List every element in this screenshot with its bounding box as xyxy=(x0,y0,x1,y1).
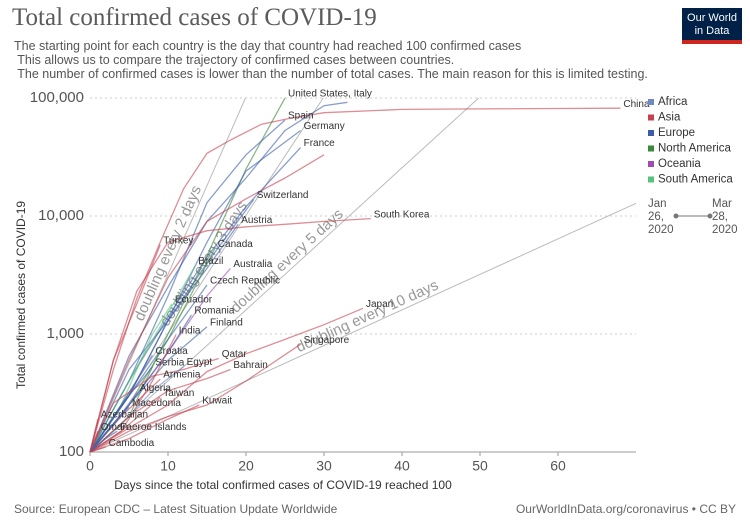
legend-swatch xyxy=(648,99,654,105)
doubling-line xyxy=(89,202,637,453)
country-line xyxy=(89,396,161,453)
source: Source: European CDC – Latest Situation … xyxy=(14,502,338,516)
y-tick-label: 100,000 xyxy=(30,89,84,106)
country-line xyxy=(89,244,161,453)
country-line xyxy=(89,430,99,453)
country-label: Austria xyxy=(241,215,273,226)
country-label: United States, Italy xyxy=(288,89,372,100)
x-tick-label: 40 xyxy=(394,458,410,474)
chart-title: Total confirmed cases of COVID-19 xyxy=(12,4,377,31)
legend-swatch xyxy=(648,145,654,152)
country-label: Singapore xyxy=(304,335,350,346)
doubling-line xyxy=(89,97,480,453)
country-line xyxy=(89,357,219,453)
y-tick-label: 1,000 xyxy=(46,325,84,342)
country-line xyxy=(89,446,106,453)
logo-text: Our World in Data xyxy=(687,12,737,37)
country-label: Macedonia xyxy=(132,398,181,409)
timeline-start[interactable]: Jan 26, 2020 xyxy=(648,198,674,236)
country-label: Brazil xyxy=(198,256,223,267)
country-line xyxy=(89,307,364,453)
y-tick-label: 10,000 xyxy=(38,207,84,224)
subtitle: This allows us to compare the trajectory… xyxy=(14,53,455,67)
country-line xyxy=(89,154,325,453)
country-label: Australia xyxy=(233,259,272,270)
country-label: Romania xyxy=(194,306,234,317)
x-axis-title: Days since the total confirmed cases of … xyxy=(114,478,452,492)
country-label: Japan xyxy=(366,299,393,310)
timeline-end[interactable]: Mar 28, 2020 xyxy=(712,198,738,236)
y-axis-title: Total confirmed cases of COVID-19 xyxy=(14,201,28,389)
legend-label[interactable]: Asia xyxy=(658,112,681,124)
country-label: Faeroe Islands xyxy=(120,422,186,433)
timeline-handle[interactable] xyxy=(673,213,679,219)
timeline-handle[interactable] xyxy=(707,213,713,219)
country-line xyxy=(89,406,130,453)
legend-swatch xyxy=(648,176,654,183)
x-tick-label: 10 xyxy=(160,458,176,474)
country-label: Czech Republic xyxy=(210,276,280,287)
country-line xyxy=(89,368,231,453)
country-label: South Korea xyxy=(374,209,430,220)
subtitle: The number of confirmed cases is lower t… xyxy=(14,67,648,81)
legend-swatch xyxy=(648,114,654,121)
country-label: Spain xyxy=(288,111,314,122)
country-label: Armenia xyxy=(163,370,201,381)
legend-label[interactable]: Europe xyxy=(658,127,695,139)
country-label: Egypt xyxy=(187,357,213,368)
country-line xyxy=(89,101,348,453)
doubling-line xyxy=(89,97,246,453)
country-label: Qatar xyxy=(222,349,248,360)
country-label: Kuwait xyxy=(202,396,232,407)
subtitle: The starting point for each country is t… xyxy=(14,39,522,53)
country-label: Switzerland xyxy=(257,190,309,201)
url[interactable]: OurWorldInData.org/coronavirus • CC BY xyxy=(515,502,736,516)
country-line xyxy=(89,217,371,453)
x-tick-label: 60 xyxy=(550,458,566,474)
country-label: Canada xyxy=(218,239,253,250)
country-label: India xyxy=(179,326,201,337)
legend-swatch xyxy=(648,130,654,136)
legend-label[interactable]: North America xyxy=(658,143,731,155)
x-tick-label: 0 xyxy=(86,458,94,474)
legend-label[interactable]: South America xyxy=(658,174,733,186)
country-label: Cambodia xyxy=(109,438,155,449)
country-label: Croatia xyxy=(155,346,188,357)
country-label: Serbia xyxy=(155,358,184,369)
country-label: Turkey xyxy=(163,235,193,246)
country-label: Ecuador xyxy=(175,295,213,306)
country-line xyxy=(89,404,200,453)
x-tick-label: 20 xyxy=(238,458,254,474)
country-label: Taiwan xyxy=(163,388,194,399)
country-label: Bahrain xyxy=(233,360,267,371)
country-label: Azerbaijan xyxy=(101,410,148,421)
country-label: France xyxy=(304,138,336,149)
country-line xyxy=(89,430,118,453)
legend-swatch xyxy=(648,161,654,167)
legend-label[interactable]: Africa xyxy=(658,96,688,108)
country-line xyxy=(89,366,153,453)
country-label: China xyxy=(623,99,650,110)
country-label: Algeria xyxy=(140,383,172,394)
y-tick-label: 100 xyxy=(59,443,84,460)
country-label: Oman xyxy=(101,422,128,433)
x-tick-label: 30 xyxy=(316,458,332,474)
logo[interactable]: Our World in Data xyxy=(682,8,742,44)
country-line xyxy=(89,129,301,453)
country-label: Finland xyxy=(210,317,243,328)
country-line xyxy=(89,418,99,453)
country-line xyxy=(89,265,196,453)
country-line xyxy=(89,107,621,453)
legend-label[interactable]: Oceania xyxy=(658,158,701,170)
country-label: Germany xyxy=(304,121,345,132)
country-line xyxy=(89,284,208,453)
x-tick-label: 50 xyxy=(472,458,488,474)
